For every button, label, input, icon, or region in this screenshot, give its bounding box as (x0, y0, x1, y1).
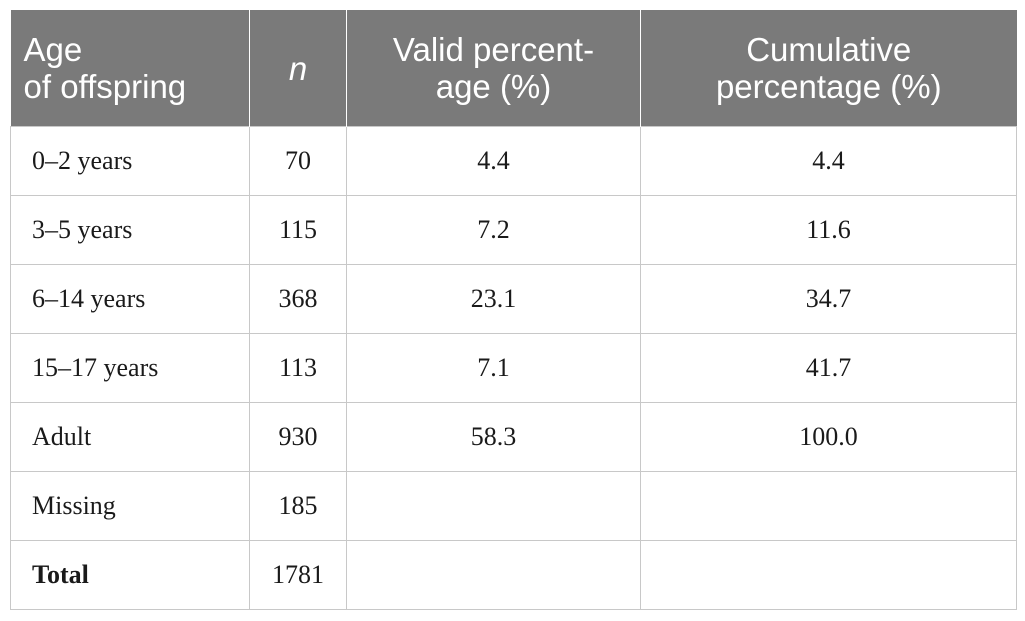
cell-valid: 58.3 (346, 402, 641, 472)
cell-valid: 7.2 (346, 195, 641, 265)
cell-valid (346, 471, 641, 541)
cell-age: 15–17 years (10, 333, 250, 403)
cell-total-cumulative (640, 540, 1017, 610)
table-row: 0–2 years 70 4.4 4.4 (10, 126, 1017, 196)
cell-total-n: 1781 (249, 540, 347, 610)
header-age: Age of offspring (10, 10, 250, 127)
cell-cumulative: 34.7 (640, 264, 1017, 334)
cell-cumulative: 11.6 (640, 195, 1017, 265)
table-row: Missing 185 (10, 471, 1017, 541)
table-row: 3–5 years 115 7.2 11.6 (10, 195, 1017, 265)
header-cumulative-line-2: percentage (%) (715, 68, 942, 105)
cell-age: 6–14 years (10, 264, 250, 334)
cell-age: 3–5 years (10, 195, 250, 265)
header-valid-percentage: Valid percent- age (%) (346, 10, 641, 127)
cell-n: 368 (249, 264, 347, 334)
header-age-line-2: of offspring (23, 68, 187, 105)
cell-n: 115 (249, 195, 347, 265)
data-table-container: Age of offspring n Valid percent- age (%… (10, 10, 1017, 610)
table-header: Age of offspring n Valid percent- age (%… (10, 10, 1017, 127)
cell-valid: 7.1 (346, 333, 641, 403)
header-cumulative-line-1: Cumulative (746, 31, 912, 68)
table-row: 15–17 years 113 7.1 41.7 (10, 333, 1017, 403)
cell-age: Adult (10, 402, 250, 472)
header-valid-line-2: age (%) (435, 68, 552, 105)
cell-age: Missing (10, 471, 250, 541)
header-n: n (249, 10, 347, 127)
cell-age: 0–2 years (10, 126, 250, 196)
cell-cumulative: 100.0 (640, 402, 1017, 472)
table-body: 0–2 years 70 4.4 4.4 3–5 years 115 7.2 1… (10, 126, 1017, 610)
table-row: 6–14 years 368 23.1 34.7 (10, 264, 1017, 334)
header-age-line-1: Age (23, 31, 83, 68)
cell-cumulative (640, 471, 1017, 541)
cell-total-valid (346, 540, 641, 610)
cell-total-label: Total (10, 540, 250, 610)
cell-n: 113 (249, 333, 347, 403)
cell-cumulative: 4.4 (640, 126, 1017, 196)
cell-valid: 4.4 (346, 126, 641, 196)
header-row: Age of offspring n Valid percent- age (%… (10, 10, 1017, 127)
header-n-label: n (288, 49, 308, 87)
cell-n: 185 (249, 471, 347, 541)
cell-valid: 23.1 (346, 264, 641, 334)
offspring-age-table: Age of offspring n Valid percent- age (%… (10, 10, 1017, 610)
table-row-total: Total 1781 (10, 540, 1017, 610)
cell-n: 930 (249, 402, 347, 472)
table-row: Adult 930 58.3 100.0 (10, 402, 1017, 472)
cell-cumulative: 41.7 (640, 333, 1017, 403)
header-valid-line-1: Valid percent- (392, 31, 595, 68)
header-cumulative-percentage: Cumulative percentage (%) (640, 10, 1017, 127)
cell-n: 70 (249, 126, 347, 196)
